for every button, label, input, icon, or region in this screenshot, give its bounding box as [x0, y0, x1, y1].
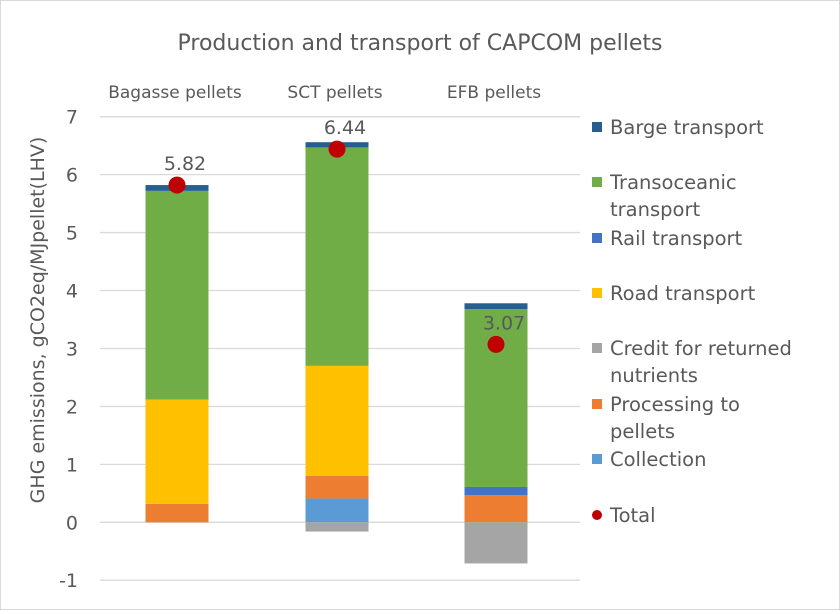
- legend-swatch: [592, 399, 602, 409]
- total-data-label: 5.82: [164, 153, 206, 175]
- bar-segment-road-transport: [145, 399, 209, 504]
- bar-segment-processing-to-pellets: [145, 503, 209, 523]
- legend-label: Processing to pellets: [610, 393, 740, 443]
- y-tick-label: 5: [66, 223, 78, 245]
- legend-marker-total: [592, 510, 602, 520]
- bar-segment-rail-transport: [464, 486, 528, 496]
- legend-swatch: [592, 122, 602, 132]
- y-tick-label: 7: [66, 107, 78, 129]
- category-label: EFB pellets: [447, 83, 541, 103]
- total-data-label: 3.07: [483, 312, 525, 334]
- y-tick-label: 2: [66, 396, 78, 418]
- bar-segment-transoceanic-transport: [464, 309, 528, 487]
- legend-swatch: [592, 343, 602, 353]
- total-data-label: 6.44: [324, 117, 366, 139]
- bar-segment-transoceanic-transport: [305, 147, 369, 366]
- legend-label: Transoceanic transport: [609, 171, 737, 221]
- legend-label: Credit for returned nutrients: [610, 337, 792, 387]
- bar-segment-credit-for-returned-nutrients: [464, 522, 528, 564]
- total-marker: [328, 140, 346, 158]
- legend-swatch: [592, 233, 602, 243]
- total-marker: [487, 335, 505, 353]
- bar-segment-road-transport: [305, 365, 369, 476]
- total-marker: [168, 176, 186, 194]
- legend-label: Total: [609, 504, 656, 527]
- y-axis-label: GHG emissions, gCO2eq/MJpellet(LHV): [27, 137, 49, 504]
- bar-segment-collection: [305, 498, 369, 523]
- category-label: Bagasse pellets: [108, 83, 242, 103]
- y-tick-label: 4: [66, 281, 78, 303]
- y-tick-label: 6: [66, 165, 78, 187]
- chart-title: Production and transport of CAPCOM pelle…: [178, 31, 663, 56]
- y-tick-label: -1: [59, 570, 78, 592]
- bar-segment-transoceanic-transport: [145, 190, 209, 400]
- y-tick-label: 0: [66, 512, 78, 534]
- bar-segment-barge-transport: [464, 303, 528, 310]
- bar-segment-processing-to-pellets: [464, 495, 528, 523]
- legend-label: Rail transport: [610, 227, 743, 250]
- legend-label: Collection: [610, 448, 706, 471]
- legend-label: Road transport: [610, 282, 756, 305]
- bar-segment-credit-for-returned-nutrients: [305, 522, 369, 532]
- bar-segment-processing-to-pellets: [305, 475, 369, 499]
- legend-label: Barge transport: [610, 116, 764, 139]
- category-label: SCT pellets: [287, 83, 382, 103]
- legend-swatch: [592, 288, 602, 298]
- legend-swatch: [592, 454, 602, 464]
- legend-swatch: [592, 177, 602, 187]
- y-tick-label: 3: [66, 338, 78, 360]
- y-tick-label: 1: [66, 454, 78, 476]
